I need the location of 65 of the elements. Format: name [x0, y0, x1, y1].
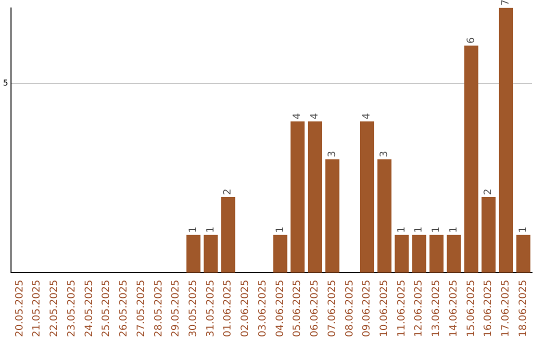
x-tick-label: 18.06.2025 [518, 280, 529, 338]
x-tick-label: 06.06.2025 [310, 280, 321, 338]
x-tick-label: 31.05.2025 [205, 280, 216, 338]
data-label: 1 [274, 226, 286, 233]
x-tick-label: 13.06.2025 [431, 280, 442, 338]
bar [273, 234, 288, 273]
bar [204, 234, 218, 273]
data-label: 1 [448, 226, 460, 233]
x-tick-label: 09.06.2025 [362, 280, 373, 338]
data-label: 2 [222, 188, 234, 196]
bar [498, 8, 513, 273]
data-label: 1 [431, 226, 442, 233]
data-label: 4 [310, 112, 321, 120]
data-label: 6 [466, 37, 477, 44]
bar [377, 159, 392, 273]
bar [394, 234, 409, 273]
x-tick-label: 01.06.2025 [222, 280, 234, 338]
x-tick-label: 23.05.2025 [66, 280, 78, 338]
data-label: 1 [396, 226, 408, 233]
data-label: 1 [414, 226, 425, 233]
x-tick-label: 26.05.2025 [118, 280, 130, 338]
x-tick-label: 11.06.2025 [396, 280, 408, 338]
x-tick-label: 17.06.2025 [500, 280, 512, 338]
x-tick-label: 16.06.2025 [483, 280, 494, 338]
bar [290, 121, 305, 273]
x-tick-label: 02.06.2025 [240, 280, 252, 338]
data-label: 1 [205, 226, 216, 233]
y-tick-label: 5 [2, 78, 8, 88]
x-tick-label: 30.05.2025 [188, 280, 199, 338]
data-label: 7 [500, 0, 512, 6]
x-tick-label: 10.06.2025 [379, 280, 390, 338]
x-tick-label: 03.06.2025 [257, 280, 268, 338]
data-label: 1 [188, 226, 199, 233]
data-label: 4 [292, 112, 304, 120]
x-tick-label: 20.05.2025 [14, 280, 26, 338]
bar [464, 46, 478, 273]
bar [308, 121, 322, 273]
x-tick-label: 07.06.2025 [326, 280, 338, 338]
data-label: 4 [362, 112, 373, 120]
bar [360, 121, 374, 273]
bar [325, 159, 340, 273]
bar [429, 234, 444, 273]
x-tick-label: 14.06.2025 [448, 280, 460, 338]
bar [412, 234, 426, 273]
bar [516, 234, 530, 273]
bar [221, 197, 236, 273]
data-label: 3 [326, 150, 338, 158]
x-tick-label: 15.06.2025 [466, 280, 477, 338]
x-tick-label: 28.05.2025 [153, 280, 164, 338]
bar [446, 234, 461, 273]
x-tick-label: 24.05.2025 [84, 280, 95, 338]
data-label: 1 [518, 226, 529, 233]
x-tick-label: 25.05.2025 [101, 280, 112, 338]
x-tick-label: 21.05.2025 [32, 280, 43, 338]
x-tick-label: 04.06.2025 [274, 280, 286, 338]
x-tick-label: 22.05.2025 [49, 280, 60, 338]
data-label: 2 [483, 188, 494, 196]
data-label: 3 [379, 150, 390, 158]
bar [482, 197, 496, 273]
x-tick-label: 05.06.2025 [292, 280, 304, 338]
x-tick-label: 12.06.2025 [414, 280, 425, 338]
x-tick-label: 29.05.2025 [170, 280, 182, 338]
bar [186, 234, 200, 273]
x-tick-label: 27.05.2025 [136, 280, 147, 338]
x-tick-label: 08.06.2025 [344, 280, 356, 338]
